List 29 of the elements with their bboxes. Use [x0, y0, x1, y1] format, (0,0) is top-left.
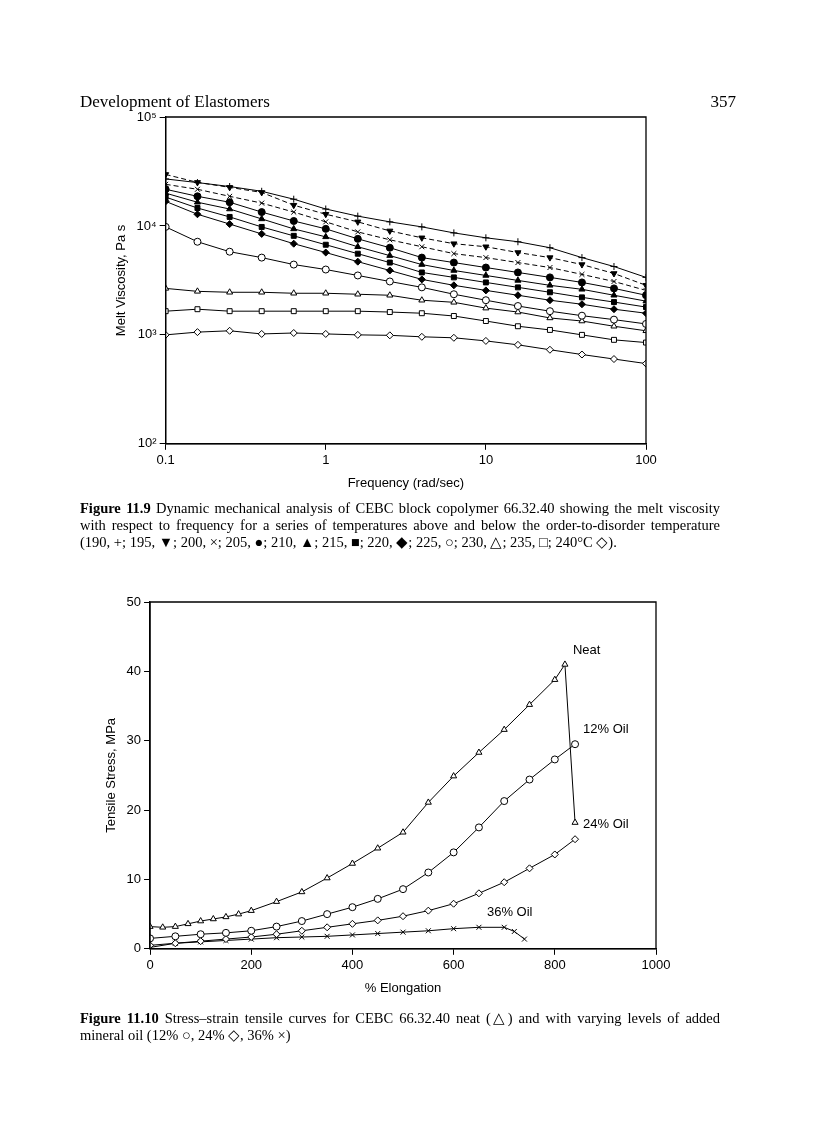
y-axis-title: Tensile Stress, MPa: [103, 717, 119, 833]
x-tick-label: 1000: [641, 957, 671, 973]
x-axis-title: % Elongation: [364, 979, 442, 995]
x-tick-label: 0.1: [156, 452, 175, 468]
series-label: Neat: [572, 641, 601, 657]
x-tick-label: 10: [478, 452, 494, 468]
series-label: 36% Oil: [486, 904, 533, 920]
series-label: 12% Oil: [583, 721, 629, 737]
text: 357: [710, 92, 736, 112]
y-tick-label: 10³: [137, 326, 158, 342]
y-axis-title: Melt Viscosity, Pa s: [113, 224, 129, 337]
y-tick-label: 30: [126, 732, 142, 748]
y-tick-label: 10⁴: [136, 217, 157, 233]
y-tick-label: 40: [126, 662, 142, 678]
y-tick-label: 0: [133, 940, 142, 956]
x-tick-label: 400: [341, 957, 364, 973]
caption: Figure 11.9 Dynamic mechanical analysis of CEBC block copolymer 66.32.40 showing the melt viscosity with respect to frequency for a series of temperatures above and below the order-to-disorder temperature (190, +; 195, ▼; 200, ×; 205, ●; 210, ▲; 215, ■; 220, ◆; 225, ○; 230, △; 235, □; 240°C ◇).: [80, 500, 720, 551]
y-tick-label: 10²: [137, 435, 158, 451]
x-tick-label: 1: [322, 452, 330, 468]
series-label: 24% Oil: [583, 816, 629, 832]
y-tick-label: 50: [126, 593, 142, 609]
x-tick-label: 200: [240, 957, 263, 973]
y-tick-label: 10: [126, 871, 142, 887]
caption: Figure 11.10 Stress–strain tensile curves for CEBC 66.32.40 neat (△) and with varying levels of added mineral oil (12% ○, 24% ◇, 36% ×): [80, 1010, 720, 1044]
x-tick-label: 600: [442, 957, 465, 973]
y-tick-label: 20: [126, 801, 142, 817]
x-axis-title: Frequency (rad/sec): [347, 474, 464, 490]
x-tick-label: 800: [543, 957, 566, 973]
x-tick-label: 100: [635, 452, 657, 468]
